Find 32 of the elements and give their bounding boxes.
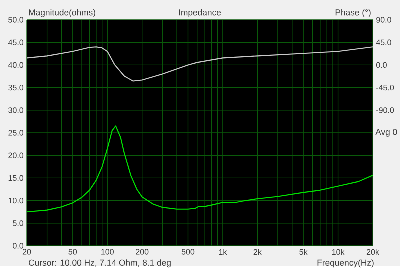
y-tick-label: 50.0 [8,17,24,23]
x-axis-title: Frequency(Hz) [318,260,374,268]
y-tick-label: 30.0 [8,108,24,114]
y2-tick-label: 90.0 [376,17,392,23]
x-tick-label: 50 [68,249,78,255]
y-tick-label: 10.0 [8,198,24,204]
y-tick-label: 15.0 [8,175,24,182]
x-tick-label: 20k [366,249,380,256]
text: Avg 0 [376,129,398,137]
y-tick-label: 5.0 [13,220,24,226]
y2-tick-label: 0.0 [376,62,387,68]
y2-tick-label: 45.0 [376,40,392,46]
y-tick-label: 0.0 [13,243,24,249]
y-tick-label: 40.0 [8,62,24,68]
chart-title: Impedance [179,9,222,18]
y-tick-label: 25.0 [8,130,24,136]
y-tick-label: 35.0 [8,84,24,91]
x-tick-label: 500 [182,249,195,255]
y-tick-label: 45.0 [8,40,24,46]
y2-tick-label: -90.0 [376,108,394,114]
text: Cursor: 10.00 Hz, 7.14 Ohm, 8.1 deg [29,260,171,268]
x-tick-label: 20 [22,249,32,255]
x-tick-label: 5k [300,249,308,256]
x-tick-label: 100 [102,249,114,255]
y-axis-title: Magnitude(ohms) [29,9,96,18]
y2-axis-title: Phase (°) [336,9,371,18]
x-tick-label: 2k [254,249,262,255]
x-tick-label: 10k [332,249,345,256]
x-tick-label: 200 [136,249,149,255]
x-tick-label: 1k [219,249,228,255]
y-tick-label: 20.0 [8,152,24,158]
y2-tick-label: -45.0 [376,84,394,91]
